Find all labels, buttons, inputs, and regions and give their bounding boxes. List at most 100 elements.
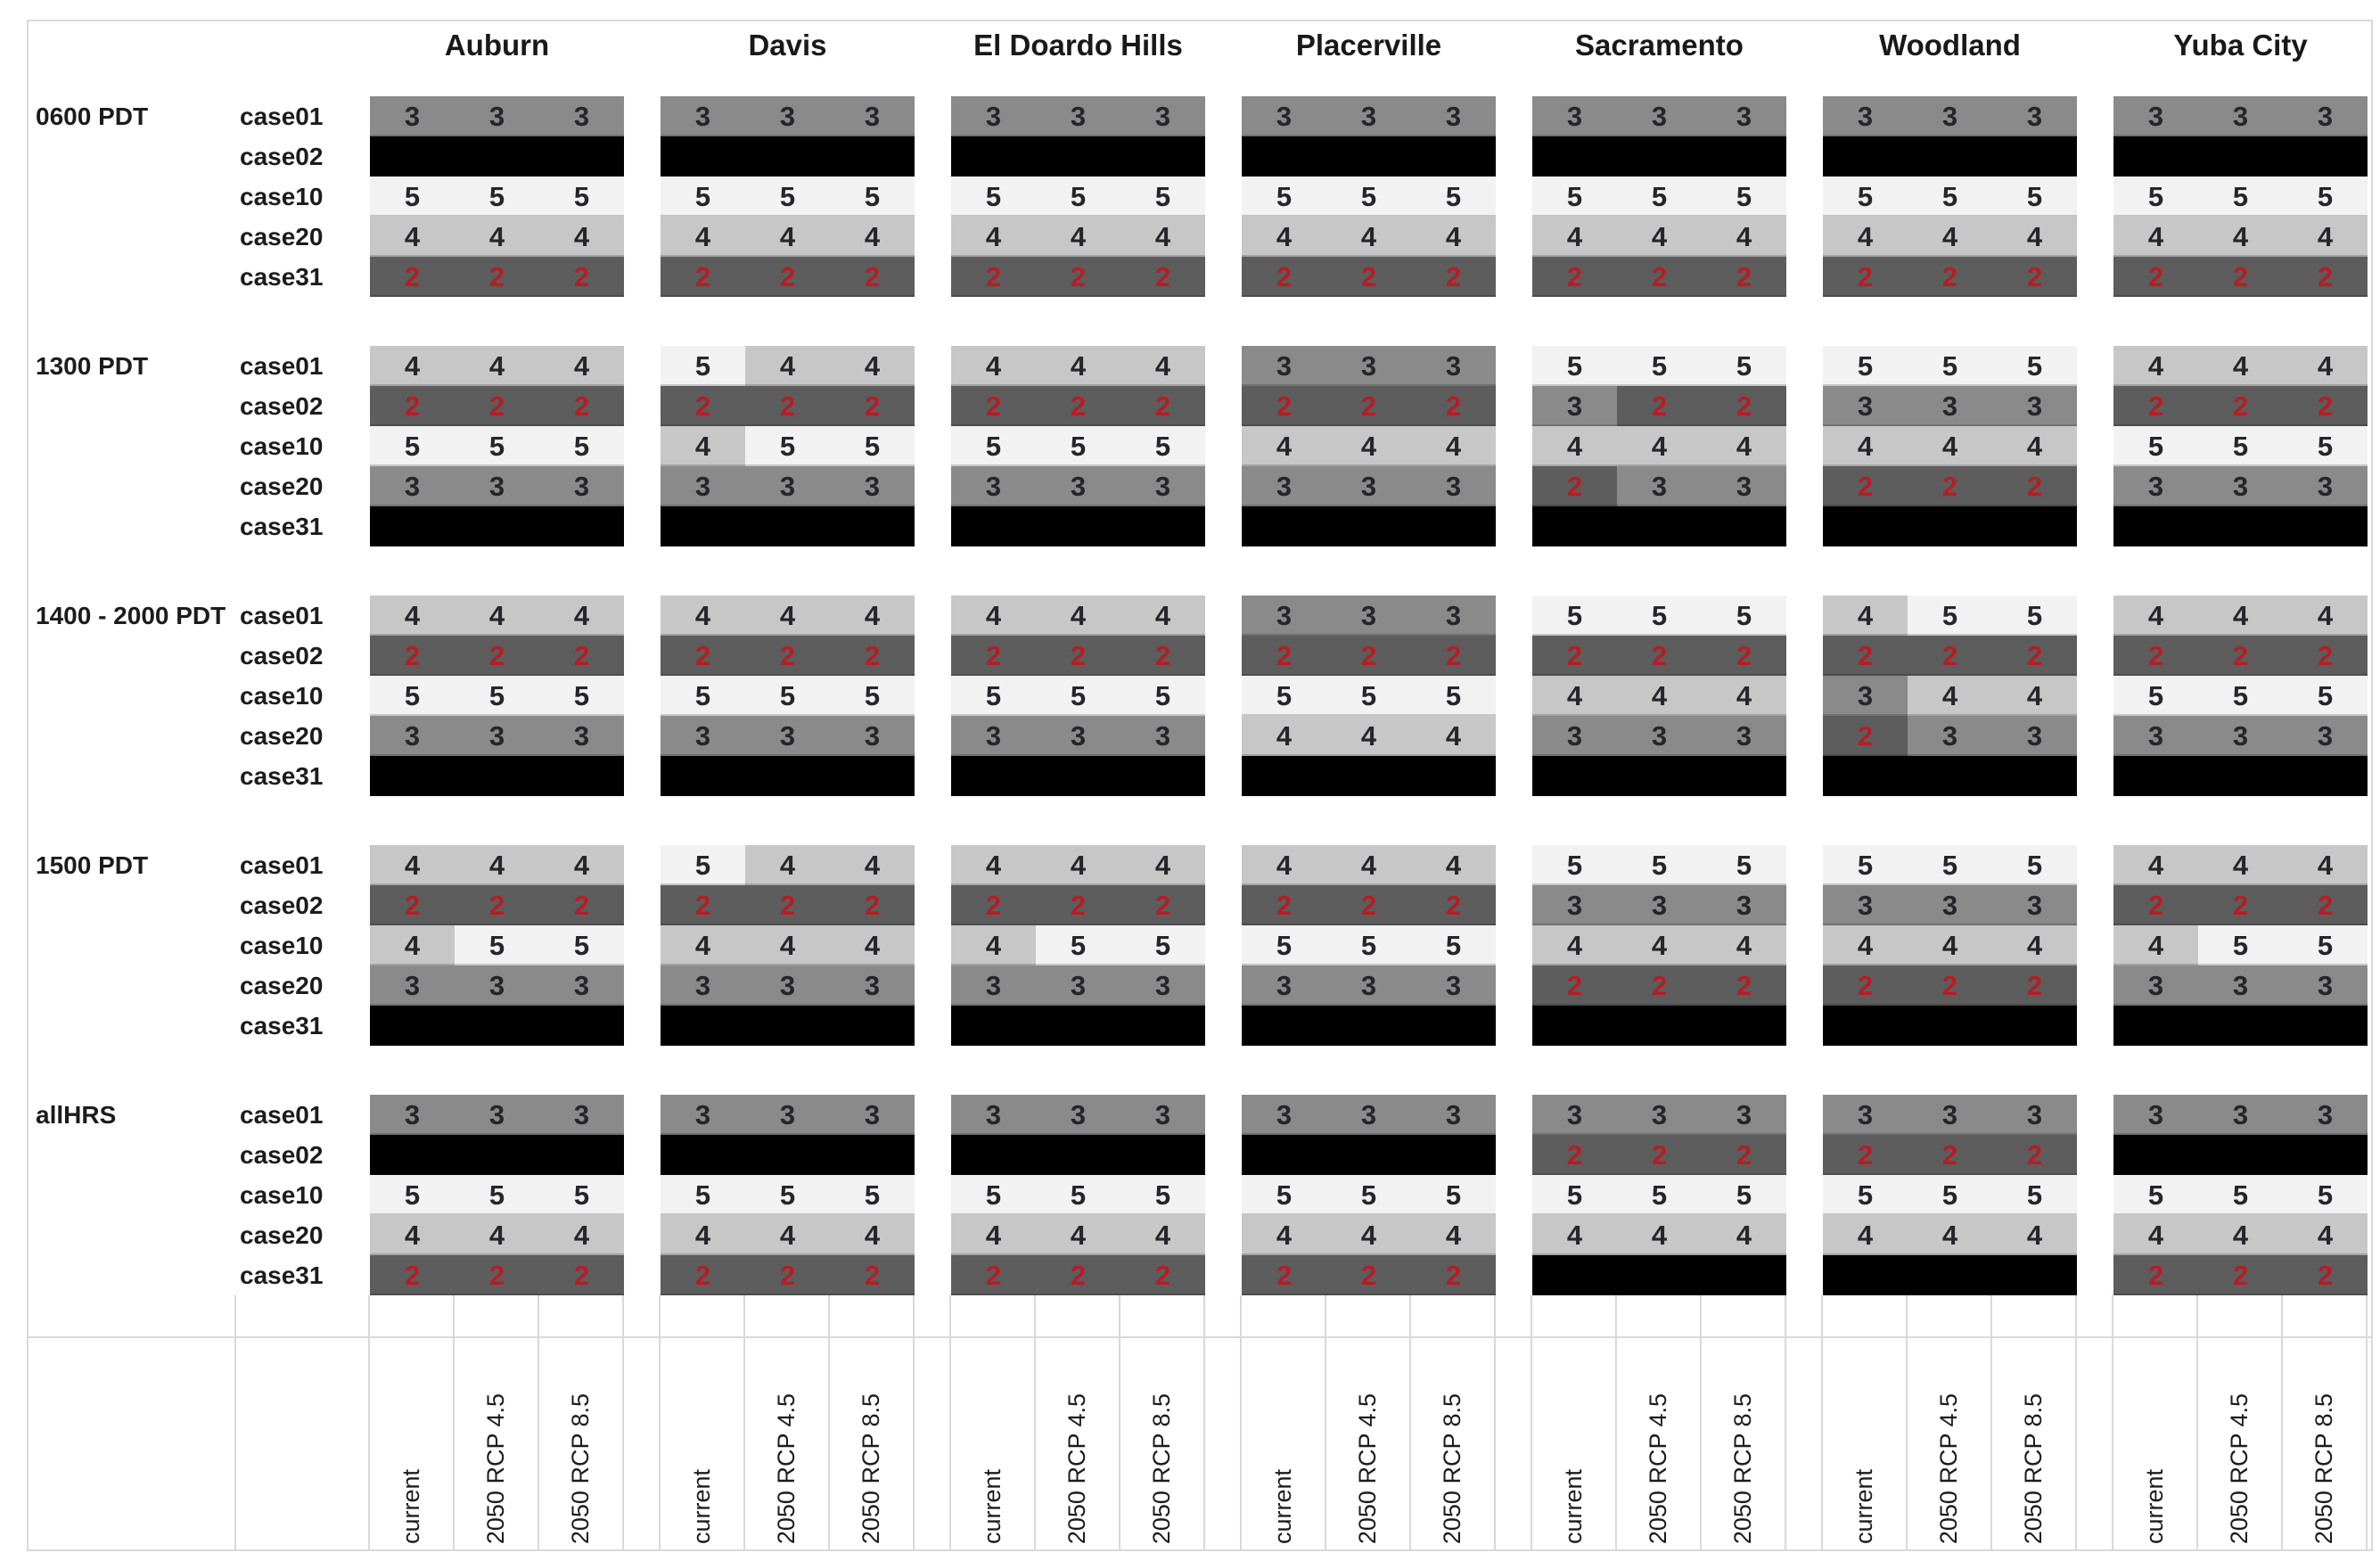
- value-cell: 4: [1326, 1215, 1411, 1255]
- value-cell: 4: [1411, 716, 1496, 756]
- value-cell: 3: [1617, 1095, 1702, 1135]
- value-cell: [1532, 1255, 1617, 1295]
- value-cell: 5: [2283, 925, 2368, 965]
- value-cell: [1702, 506, 1786, 546]
- value-cell: 3: [2113, 466, 2198, 506]
- value-cell: 4: [539, 1215, 624, 1255]
- scenario-label: current: [2141, 1468, 2168, 1544]
- value-cell: 3: [455, 466, 539, 506]
- city-group: [1823, 136, 2077, 177]
- value-cell: 4: [2198, 596, 2283, 636]
- value-cell: 2: [830, 885, 915, 925]
- value-cell: 5: [1411, 177, 1496, 217]
- value-cell: 5: [539, 177, 624, 217]
- footer-city-group: [951, 1295, 1205, 1336]
- scenario-axis-cell: 2050 RCP 8.5: [830, 1338, 915, 1549]
- scenario-axis-cell: 2050 RCP 8.5: [1120, 1338, 1205, 1549]
- city-group: [1242, 506, 1496, 546]
- city-group: [661, 506, 915, 546]
- value-cell: 2: [830, 1255, 915, 1295]
- value-cell: 3: [2113, 716, 2198, 756]
- city-group: [1823, 1255, 2077, 1295]
- header-corner-spacer: [236, 21, 370, 96]
- scenario-axis-cell: 2050 RCP 4.5: [745, 1338, 830, 1549]
- group-gap: [1205, 346, 1242, 386]
- value-cell: 2: [2113, 885, 2198, 925]
- value-cell: 2: [951, 386, 1036, 426]
- value-cell: 4: [1036, 596, 1120, 636]
- value-cell: 2: [1326, 1255, 1411, 1295]
- value-cell: [1242, 1006, 1326, 1046]
- group-gap: [1205, 1006, 1242, 1046]
- value-cell: 3: [1823, 885, 1908, 925]
- scenario-label: 2050 RCP 4.5: [773, 1393, 800, 1544]
- value-cell: 2: [455, 885, 539, 925]
- value-cell: [1120, 506, 1205, 546]
- value-cell: 5: [951, 676, 1036, 716]
- value-cell: 2: [2113, 1255, 2198, 1295]
- group-gap: [1496, 845, 1532, 885]
- group-gap: [624, 96, 661, 136]
- value-cell: 5: [2113, 676, 2198, 716]
- scenario-axis-cell: [539, 1295, 624, 1336]
- value-cell: [2113, 1135, 2198, 1175]
- value-cell: 5: [2283, 1175, 2368, 1215]
- value-cell: 5: [951, 177, 1036, 217]
- group-gap: [915, 346, 951, 386]
- value-cell: 5: [830, 676, 915, 716]
- time-of-day-label: 1400 - 2000 PDT: [36, 601, 226, 629]
- time-of-day-label: [29, 136, 236, 177]
- group-gap: [1496, 21, 1532, 96]
- value-cell: 2: [1411, 885, 1496, 925]
- value-cell: 3: [1908, 716, 1992, 756]
- city-group: [661, 136, 915, 177]
- value-cell: 3: [2198, 716, 2283, 756]
- scenario-axis-cell: [1120, 1295, 1205, 1336]
- value-cell: 4: [2113, 1215, 2198, 1255]
- time-of-day-label: [29, 1215, 236, 1255]
- value-cell: 5: [2113, 1175, 2198, 1215]
- group-gap: [1205, 1255, 1242, 1295]
- value-cell: 4: [1908, 925, 1992, 965]
- value-cell: 5: [1411, 676, 1496, 716]
- value-cell: 2: [745, 386, 830, 426]
- value-cell: [1617, 1006, 1702, 1046]
- group-gap: [1496, 506, 1532, 546]
- value-cell: 5: [1908, 1175, 1992, 1215]
- group-gap: [1786, 1006, 1823, 1046]
- group-gap: [624, 136, 661, 177]
- value-cell: 4: [370, 217, 455, 257]
- value-cell: 2: [745, 1255, 830, 1295]
- value-cell: [2113, 506, 2198, 546]
- value-cell: 3: [661, 466, 745, 506]
- value-cell: 2: [2283, 386, 2368, 426]
- value-cell: 4: [1120, 217, 1205, 257]
- value-cell: [1992, 1006, 2077, 1046]
- value-cell: 3: [1242, 965, 1326, 1006]
- scenario-axis-cell: [2198, 1295, 2283, 1336]
- value-cell: 2: [1617, 386, 1702, 426]
- value-cell: 2: [1411, 386, 1496, 426]
- group-gap: [915, 1095, 951, 1135]
- value-cell: 2: [2283, 885, 2368, 925]
- value-cell: [539, 1006, 624, 1046]
- group-gap: [2077, 1135, 2113, 1175]
- value-cell: [2198, 1135, 2283, 1175]
- value-cell: 4: [539, 346, 624, 386]
- value-cell: 5: [370, 426, 455, 466]
- group-gap: [1496, 386, 1532, 426]
- value-cell: 2: [1532, 466, 1617, 506]
- value-cell: 3: [661, 1095, 745, 1135]
- value-cell: [1908, 136, 1992, 177]
- value-cell: 4: [1411, 217, 1496, 257]
- value-cell: [951, 136, 1036, 177]
